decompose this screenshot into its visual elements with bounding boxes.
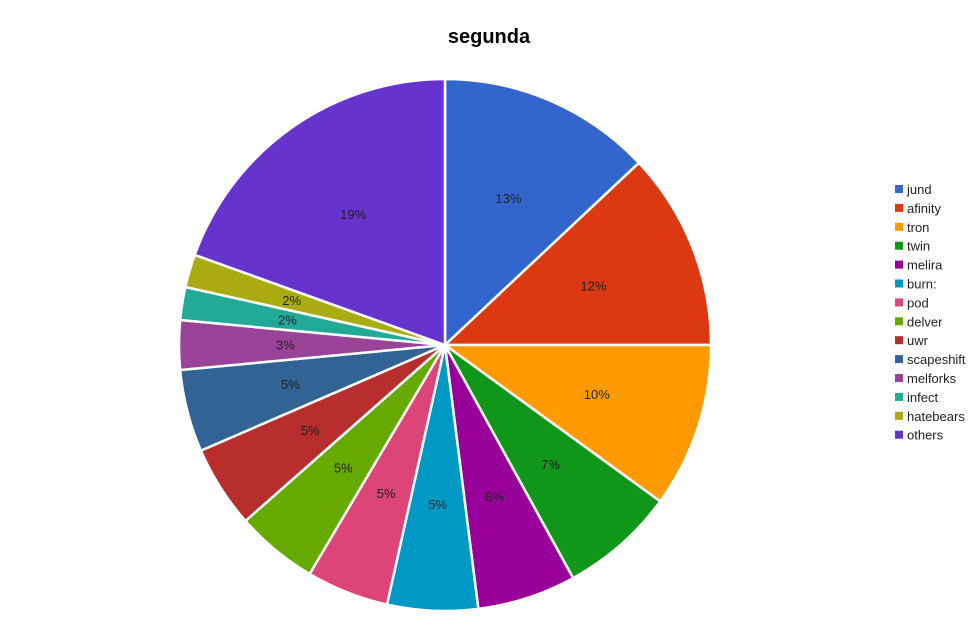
slice-labels: 13% 12% 10% 7% 6% 5% 5% 5% 5% 5% 3% 2% 2% 19% xyxy=(276,191,610,512)
slice-label: 7% xyxy=(541,457,560,472)
slice-label: 5% xyxy=(428,497,447,512)
legend-swatch xyxy=(895,336,903,345)
pie-slice-tron xyxy=(443,343,713,503)
legend-label: others xyxy=(907,428,944,443)
legend-swatch xyxy=(895,317,903,326)
slice-label: 19% xyxy=(340,207,366,222)
slice-label: 5% xyxy=(301,423,320,438)
legend-swatch xyxy=(895,222,903,231)
legend-swatch xyxy=(895,392,903,401)
legend-label: scapeshift xyxy=(907,352,966,367)
legend-swatch xyxy=(895,260,903,269)
legend-label: tron xyxy=(907,220,929,235)
legend-swatch xyxy=(895,185,903,193)
legend-swatch xyxy=(895,241,903,250)
legend-label: hatebears xyxy=(907,409,965,424)
pie-slice-afinity xyxy=(443,161,713,347)
pie-slice-jund xyxy=(443,77,641,347)
slice-label: 5% xyxy=(281,377,300,392)
legend-label: melforks xyxy=(907,371,957,386)
legend-swatch xyxy=(895,430,903,439)
legend-swatch xyxy=(895,279,903,288)
legend-label: pod xyxy=(907,295,929,310)
legend-swatch xyxy=(895,411,903,420)
legend-swatch xyxy=(895,298,903,307)
pie-slice-twin xyxy=(443,343,662,580)
legend-label: uwr xyxy=(907,333,929,348)
legend-swatch xyxy=(895,355,903,364)
legend-label: infect xyxy=(907,390,938,405)
legend-label: delver xyxy=(907,314,943,329)
legend-label: twin xyxy=(907,239,930,254)
slice-label: 2% xyxy=(278,313,297,328)
slice-label: 5% xyxy=(377,486,396,501)
slice-label: 10% xyxy=(584,387,610,402)
slice-label: 13% xyxy=(495,191,521,206)
pie-slices xyxy=(177,77,713,613)
legend-label: afinity xyxy=(907,201,941,216)
legend: jund afinity tron twin melira burn: pod delver u… xyxy=(895,182,966,443)
pie-slice-others xyxy=(193,77,447,347)
slice-label: 2% xyxy=(282,293,301,308)
legend-swatch xyxy=(895,374,903,382)
slice-label: 3% xyxy=(276,338,295,353)
legend-label: jund xyxy=(906,182,932,197)
slice-label: 12% xyxy=(580,279,606,294)
slice-label: 5% xyxy=(334,461,353,476)
legend-label: melira xyxy=(907,258,943,273)
slice-label: 6% xyxy=(485,489,504,504)
legend-swatch xyxy=(895,203,903,212)
legend-label: burn: xyxy=(907,277,937,292)
chart-title: segunda xyxy=(448,26,531,48)
